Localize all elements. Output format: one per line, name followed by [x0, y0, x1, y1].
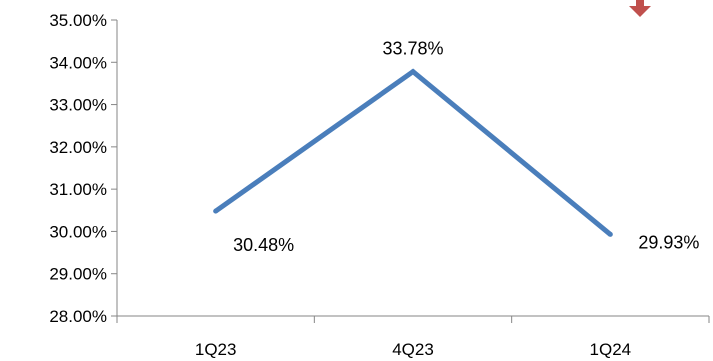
data-label: 29.93%: [638, 232, 699, 252]
y-tick-label: 30.00%: [49, 222, 107, 241]
x-tick-label: 4Q23: [392, 340, 434, 359]
y-tick-label: 35.00%: [49, 11, 107, 30]
y-tick-label: 33.00%: [49, 96, 107, 115]
data-label: 30.48%: [233, 235, 294, 255]
x-tick-label: 1Q24: [590, 340, 632, 359]
y-tick-label: 28.00%: [49, 307, 107, 326]
y-tick-label: 31.00%: [49, 180, 107, 199]
data-point: [213, 208, 219, 214]
data-label: 33.78%: [382, 39, 443, 59]
down-arrow-icon: [629, 0, 651, 17]
data-point: [607, 231, 613, 237]
down-arrow-head: [629, 6, 651, 17]
down-arrow-shaft: [636, 0, 644, 7]
data-labels: 30.48% 33.78% 29.93%: [233, 39, 699, 256]
y-axis: 28.00% 29.00% 30.00% 31.00% 32.00% 33.00% 34.0…: [49, 11, 118, 326]
y-tick-label: 32.00%: [49, 138, 107, 157]
y-tick-label: 29.00%: [49, 265, 107, 284]
series-line: [214, 68, 612, 237]
x-axis: 1Q23 4Q23 1Q24: [116, 315, 710, 359]
y-tick-label: 34.00%: [49, 53, 107, 72]
data-point: [410, 69, 416, 75]
x-tick-label: 1Q23: [195, 340, 237, 359]
series-group: [213, 68, 613, 237]
